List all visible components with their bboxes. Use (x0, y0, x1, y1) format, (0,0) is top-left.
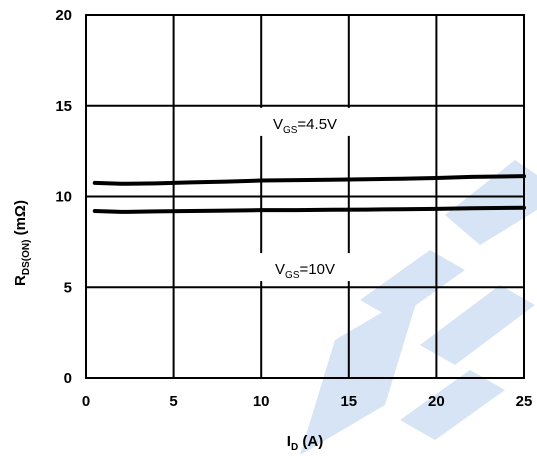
x-tick-label-25: 25 (516, 393, 533, 410)
series-line-2 (92, 205, 526, 214)
x-tick-label-0: 0 (82, 393, 90, 410)
watermark-shape-5 (400, 370, 505, 440)
watermark-shape-2 (360, 250, 465, 320)
x-tick-label-5: 5 (169, 393, 177, 410)
x-tick-label-10: 10 (253, 393, 270, 410)
y-axis-label: RDS(ON) (mΩ) (12, 200, 32, 286)
annotations: VGS=4.5V VGS=10V (273, 116, 337, 281)
watermark-logo (300, 160, 537, 455)
watermark-shape-4 (445, 160, 537, 245)
y-tick-labels: 0 5 10 15 20 (55, 7, 72, 387)
watermark-shape-3 (420, 285, 535, 365)
watermark-shape-1 (300, 290, 420, 455)
series-layer (92, 174, 526, 214)
annotation-bg-2 (245, 253, 365, 282)
y-tick-label-10: 10 (55, 189, 72, 206)
annotation-bg-1 (245, 107, 365, 136)
y-tick-label-15: 15 (55, 98, 72, 115)
plot-frame (85, 14, 525, 379)
y-tick-label-20: 20 (55, 7, 72, 24)
grid (86, 15, 524, 378)
x-axis-label: ID (A) (287, 433, 323, 453)
annotation-label-2: VGS=10V (275, 261, 335, 281)
x-tick-label-15: 15 (340, 393, 357, 410)
y-tick-label-0: 0 (64, 370, 72, 387)
series-line-1 (92, 174, 526, 186)
annotation-gaps (245, 107, 365, 282)
x-tick-label-20: 20 (428, 393, 445, 410)
x-tick-labels: 0 5 10 15 20 25 (82, 393, 533, 410)
y-tick-label-5: 5 (64, 279, 72, 296)
annotation-label-1: VGS=4.5V (273, 116, 337, 136)
